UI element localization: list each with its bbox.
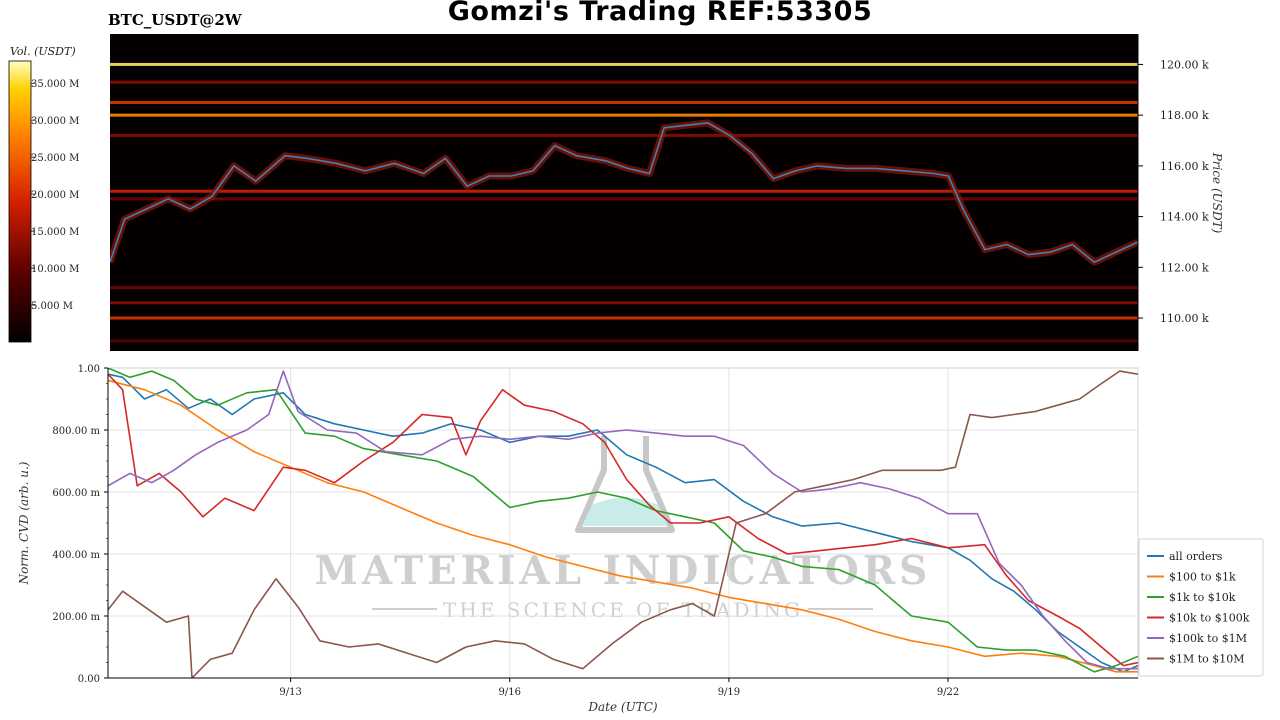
liquidity-band [110,339,1138,343]
heatmap-y-tick-label: 110.00 k [1160,312,1209,325]
series-line [108,368,1138,673]
colorbar-tick-label: 30.000 M [31,116,79,127]
liquidity-band [110,197,1138,201]
colorbar-tick-label: 5.000 M [31,301,73,312]
cvd-y-tick-label: 0.00 [78,674,100,685]
legend: all orders $100 to $1k $1k to $10k $10k to … [1138,538,1264,677]
legend-label: $1M to $10M [1169,653,1245,666]
liquidity-band [110,113,1138,117]
cvd-y-tick-label: 1.00 [78,364,100,375]
colorbar-tick-label: 25.000 M [31,153,79,164]
legend-label: $100k to $1M [1169,632,1247,645]
heatmap-y-tick-label: 116.00 k [1160,160,1209,173]
colorbar-tick-label: 35.000 M [31,79,79,90]
series-line [108,370,1138,670]
cvd-y-tick-label: 400.00 m [52,550,100,561]
heatmap-y-tick-label: 120.00 k [1160,58,1209,71]
legend-label: all orders [1169,550,1223,563]
liquidity-band [110,80,1138,84]
colorbar-tick-label: 15.000 M [31,227,79,238]
cvd-x-tick-label: 9/13 [279,687,301,698]
flask-liquid-icon [582,497,668,526]
symbol-label: BTC_USDT@2W [108,11,242,29]
legend-label: $10k to $100k [1169,612,1250,625]
colorbar-tick-label: 10.000 M [31,264,79,275]
cvd-x-tick-label: 9/22 [937,687,959,698]
series-line [108,379,1138,673]
colorbar-tick-label: 20.000 M [31,190,79,201]
liquidity-band [110,301,1138,305]
cvd-x-label: Date (UTC) [587,700,657,714]
legend-box [1138,538,1264,677]
cvd-y-label: Norm. CVD (arb. u.) [17,461,31,585]
watermark-tagline: THE SCIENCE OF TRADING [443,598,803,622]
liquidity-band [110,133,1138,137]
colorbar: Vol. (USDT) 35.000 M 30.000 M 25.000 M 20.0… [8,45,79,343]
legend-label: $100 to $1k [1169,571,1236,584]
flask-icon [575,436,675,533]
colorbar-gradient [8,60,32,343]
heatmap-y-tick-label: 112.00 k [1160,261,1209,274]
price-line [110,122,1138,263]
series-line [108,373,1138,673]
page-title: Gomzi's Trading REF:53305 [447,0,873,27]
cvd-y-tick-label: 800.00 m [52,426,100,437]
series-line [108,370,1138,678]
watermark-brand: MATERIAL INDICATORS [315,548,932,594]
heatmap-y-tick-label: 118.00 k [1160,109,1209,122]
heatmap-panel: 110.00 k 112.00 k 114.00 k 116.00 k 118.00 k… [110,34,1224,351]
watermark: MATERIAL INDICATORS THE SCIENCE OF TRADI… [315,436,932,622]
legend-label: $1k to $10k [1169,591,1236,604]
liquidity-band [110,286,1138,290]
heatmap-y-tick-label: 114.00 k [1160,211,1209,224]
cvd-y-tick-label: 600.00 m [52,488,100,499]
cvd-y-tick-label: 200.00 m [52,612,100,623]
cvd-x-tick-label: 9/19 [718,687,740,698]
liquidity-band [110,100,1138,104]
liquidity-band [110,189,1138,193]
colorbar-label: Vol. (USDT) [10,45,76,58]
cvd-panel: 0.00 200.00 m 400.00 m 600.00 m 800.00 m 1.00… [17,364,1139,714]
heatmap-y-label: Price (USDT) [1210,152,1224,234]
liquidity-band [110,62,1138,66]
cvd-x-tick-label: 9/16 [499,687,521,698]
liquidity-band [110,316,1138,320]
